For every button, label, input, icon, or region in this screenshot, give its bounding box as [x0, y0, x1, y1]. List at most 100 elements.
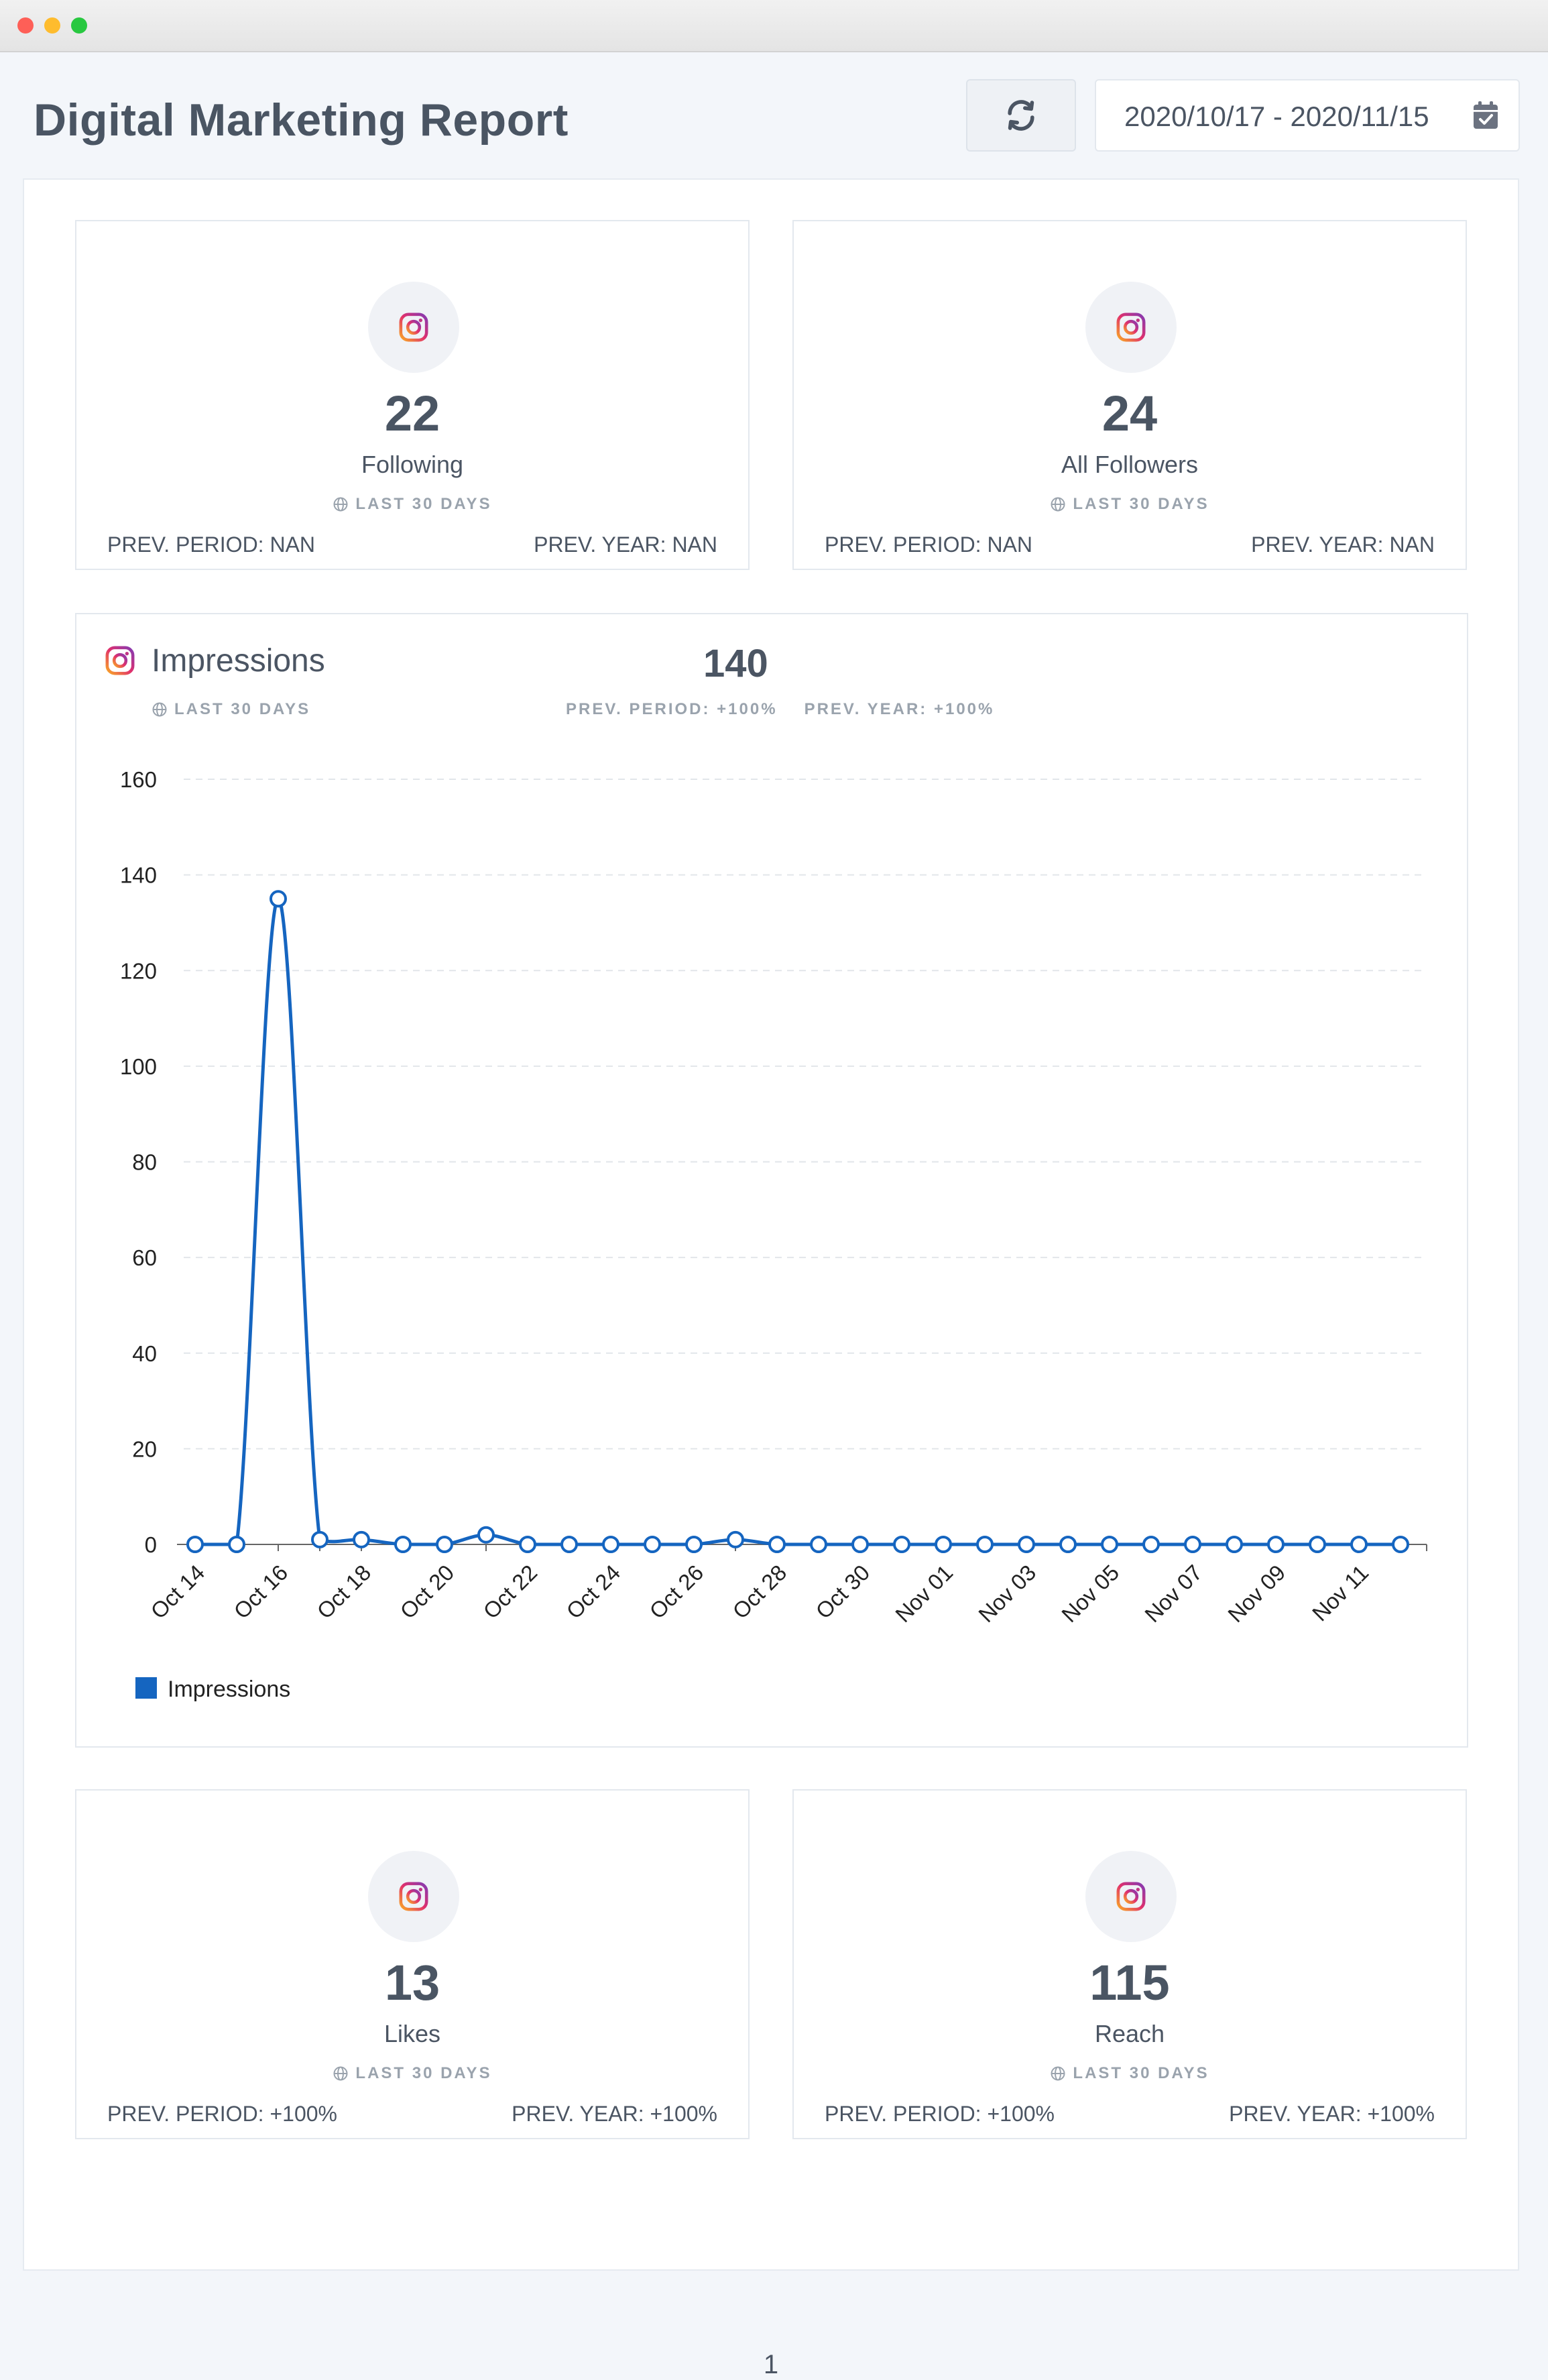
instagram-icon — [105, 646, 135, 675]
x-tick-label: Oct 28 — [727, 1560, 791, 1624]
x-tick-label: Nov 09 — [1223, 1560, 1290, 1627]
period-indicator: LAST 30 DAYS — [76, 2064, 748, 2083]
legend-label: Impressions — [168, 1677, 290, 1702]
x-tick-label: Oct 22 — [478, 1560, 542, 1624]
date-range-picker[interactable]: 2020/10/17 - 2020/11/15 — [1095, 79, 1520, 152]
page-title: Digital Marketing Report — [34, 95, 569, 146]
calendar-check-icon[interactable] — [1472, 101, 1500, 130]
data-point — [477, 1526, 495, 1544]
y-tick-label: 140 — [120, 863, 157, 888]
icon-circle — [1085, 1851, 1177, 1942]
x-tick-label: Nov 01 — [890, 1560, 957, 1627]
stat-label: Following — [361, 451, 464, 478]
instagram-icon — [399, 1882, 428, 1911]
impressions-chart: 0 20 40 60 80 100 120 140 160 Oct 14 Oct 16 Oct 18 O… — [120, 767, 1427, 1702]
data-point — [893, 1536, 910, 1553]
x-tick-label: Oct 26 — [644, 1560, 708, 1624]
x-tick-label: Oct 16 — [229, 1560, 292, 1624]
data-point — [976, 1536, 994, 1553]
data-point — [935, 1536, 952, 1553]
prev-year-value: PREV. YEAR: NAN — [534, 532, 717, 557]
stat-card-following: 22 Following LAST 30 DAYS PREV. PERIOD: … — [75, 220, 750, 570]
globe-icon — [1051, 497, 1065, 512]
data-point — [1184, 1536, 1201, 1553]
prev-year-value: PREV. YEAR: +100% — [804, 700, 995, 718]
minimize-window-button[interactable] — [44, 17, 60, 34]
stat-card-all-followers: 24 All Followers LAST 30 DAYS PREV. PERI… — [792, 220, 1467, 570]
data-point — [851, 1536, 869, 1553]
prev-period-value: PREV. PERIOD: +100% — [825, 2102, 1055, 2126]
impressions-chart-card: 0 20 40 60 80 100 120 140 160 Oct 14 Oct 16 Oct 18 O… — [75, 613, 1468, 1748]
impressions-series-line — [195, 897, 1401, 1546]
period-label: LAST 30 DAYS — [174, 700, 311, 718]
y-tick-label: 20 — [132, 1436, 157, 1461]
globe-icon — [1051, 2066, 1065, 2081]
instagram-icon — [1116, 313, 1146, 342]
y-tick-label: 100 — [120, 1054, 157, 1079]
instagram-icon — [399, 313, 428, 342]
period-label: LAST 30 DAYS — [1073, 2064, 1209, 2082]
data-point — [1267, 1536, 1285, 1553]
stat-value: 22 — [384, 386, 440, 441]
period-label: LAST 30 DAYS — [1073, 495, 1209, 513]
globe-icon — [333, 497, 348, 512]
icon-circle — [1085, 282, 1177, 373]
x-tick-label: Oct 20 — [395, 1560, 459, 1624]
prev-year-value: PREV. YEAR: +100% — [1229, 2102, 1435, 2126]
data-point — [1226, 1536, 1243, 1553]
icon-circle — [368, 1851, 459, 1942]
data-point — [436, 1536, 453, 1553]
y-tick-label: 120 — [120, 958, 157, 983]
x-tick-label: Nov 03 — [973, 1560, 1040, 1627]
date-range-value: 2020/10/17 - 2020/11/15 — [1124, 101, 1429, 132]
stat-card-reach: 115 Reach LAST 30 DAYS PREV. PERIOD: +10… — [792, 1789, 1467, 2139]
window-titlebar — [0, 0, 1548, 52]
prev-period-value: PREV. PERIOD: +100% — [107, 2102, 337, 2126]
y-tick-label: 60 — [132, 1245, 157, 1270]
data-point — [1350, 1536, 1368, 1553]
data-point — [1142, 1536, 1160, 1553]
data-point — [228, 1536, 245, 1553]
stat-label: Likes — [383, 2020, 441, 2047]
period-indicator: LAST 30 DAYS — [794, 2064, 1466, 2083]
period-indicator: LAST 30 DAYS — [794, 495, 1466, 514]
period-indicator: LAST 30 DAYS — [76, 495, 748, 514]
data-point — [1018, 1536, 1035, 1553]
period-label: LAST 30 DAYS — [355, 2064, 492, 2082]
x-tick-label: Nov 07 — [1140, 1560, 1207, 1627]
maximize-window-button[interactable] — [71, 17, 87, 34]
y-tick-label: 40 — [132, 1341, 157, 1366]
data-point — [394, 1536, 412, 1553]
impressions-comparison: PREV. PERIOD: +100% PREV. YEAR: +100% — [566, 700, 994, 719]
data-point — [810, 1536, 827, 1553]
prev-year-value: PREV. YEAR: +100% — [512, 2102, 717, 2126]
data-point — [186, 1536, 204, 1553]
y-tick-label: 0 — [145, 1532, 157, 1557]
data-point — [644, 1536, 661, 1553]
prev-period-value: PREV. PERIOD: NAN — [825, 532, 1033, 557]
period-indicator: LAST 30 DAYS — [152, 700, 310, 719]
period-label: LAST 30 DAYS — [355, 495, 492, 513]
data-point — [270, 890, 287, 908]
y-tick-label: 160 — [120, 767, 157, 792]
instagram-icon — [1116, 1882, 1146, 1911]
x-tick-label: Nov 05 — [1057, 1560, 1124, 1627]
globe-icon — [333, 2066, 348, 2081]
stat-card-likes: 13 Likes LAST 30 DAYS PREV. PERIOD: +100… — [75, 1789, 750, 2139]
data-point — [560, 1536, 578, 1553]
icon-circle — [368, 282, 459, 373]
data-point — [519, 1536, 536, 1553]
close-window-button[interactable] — [17, 17, 34, 34]
x-tick-label: Nov 11 — [1307, 1560, 1373, 1626]
stat-label: All Followers — [1061, 451, 1199, 478]
prev-period-value: PREV. PERIOD: NAN — [107, 532, 316, 557]
data-point — [353, 1530, 370, 1548]
page-number: 1 — [763, 2350, 779, 2379]
refresh-button[interactable] — [966, 79, 1076, 152]
data-point — [768, 1536, 786, 1553]
stat-label: Reach — [1094, 2020, 1165, 2047]
data-point — [1101, 1536, 1118, 1553]
data-point — [727, 1530, 744, 1548]
stat-value: 13 — [384, 1955, 440, 2010]
data-point — [602, 1536, 619, 1553]
